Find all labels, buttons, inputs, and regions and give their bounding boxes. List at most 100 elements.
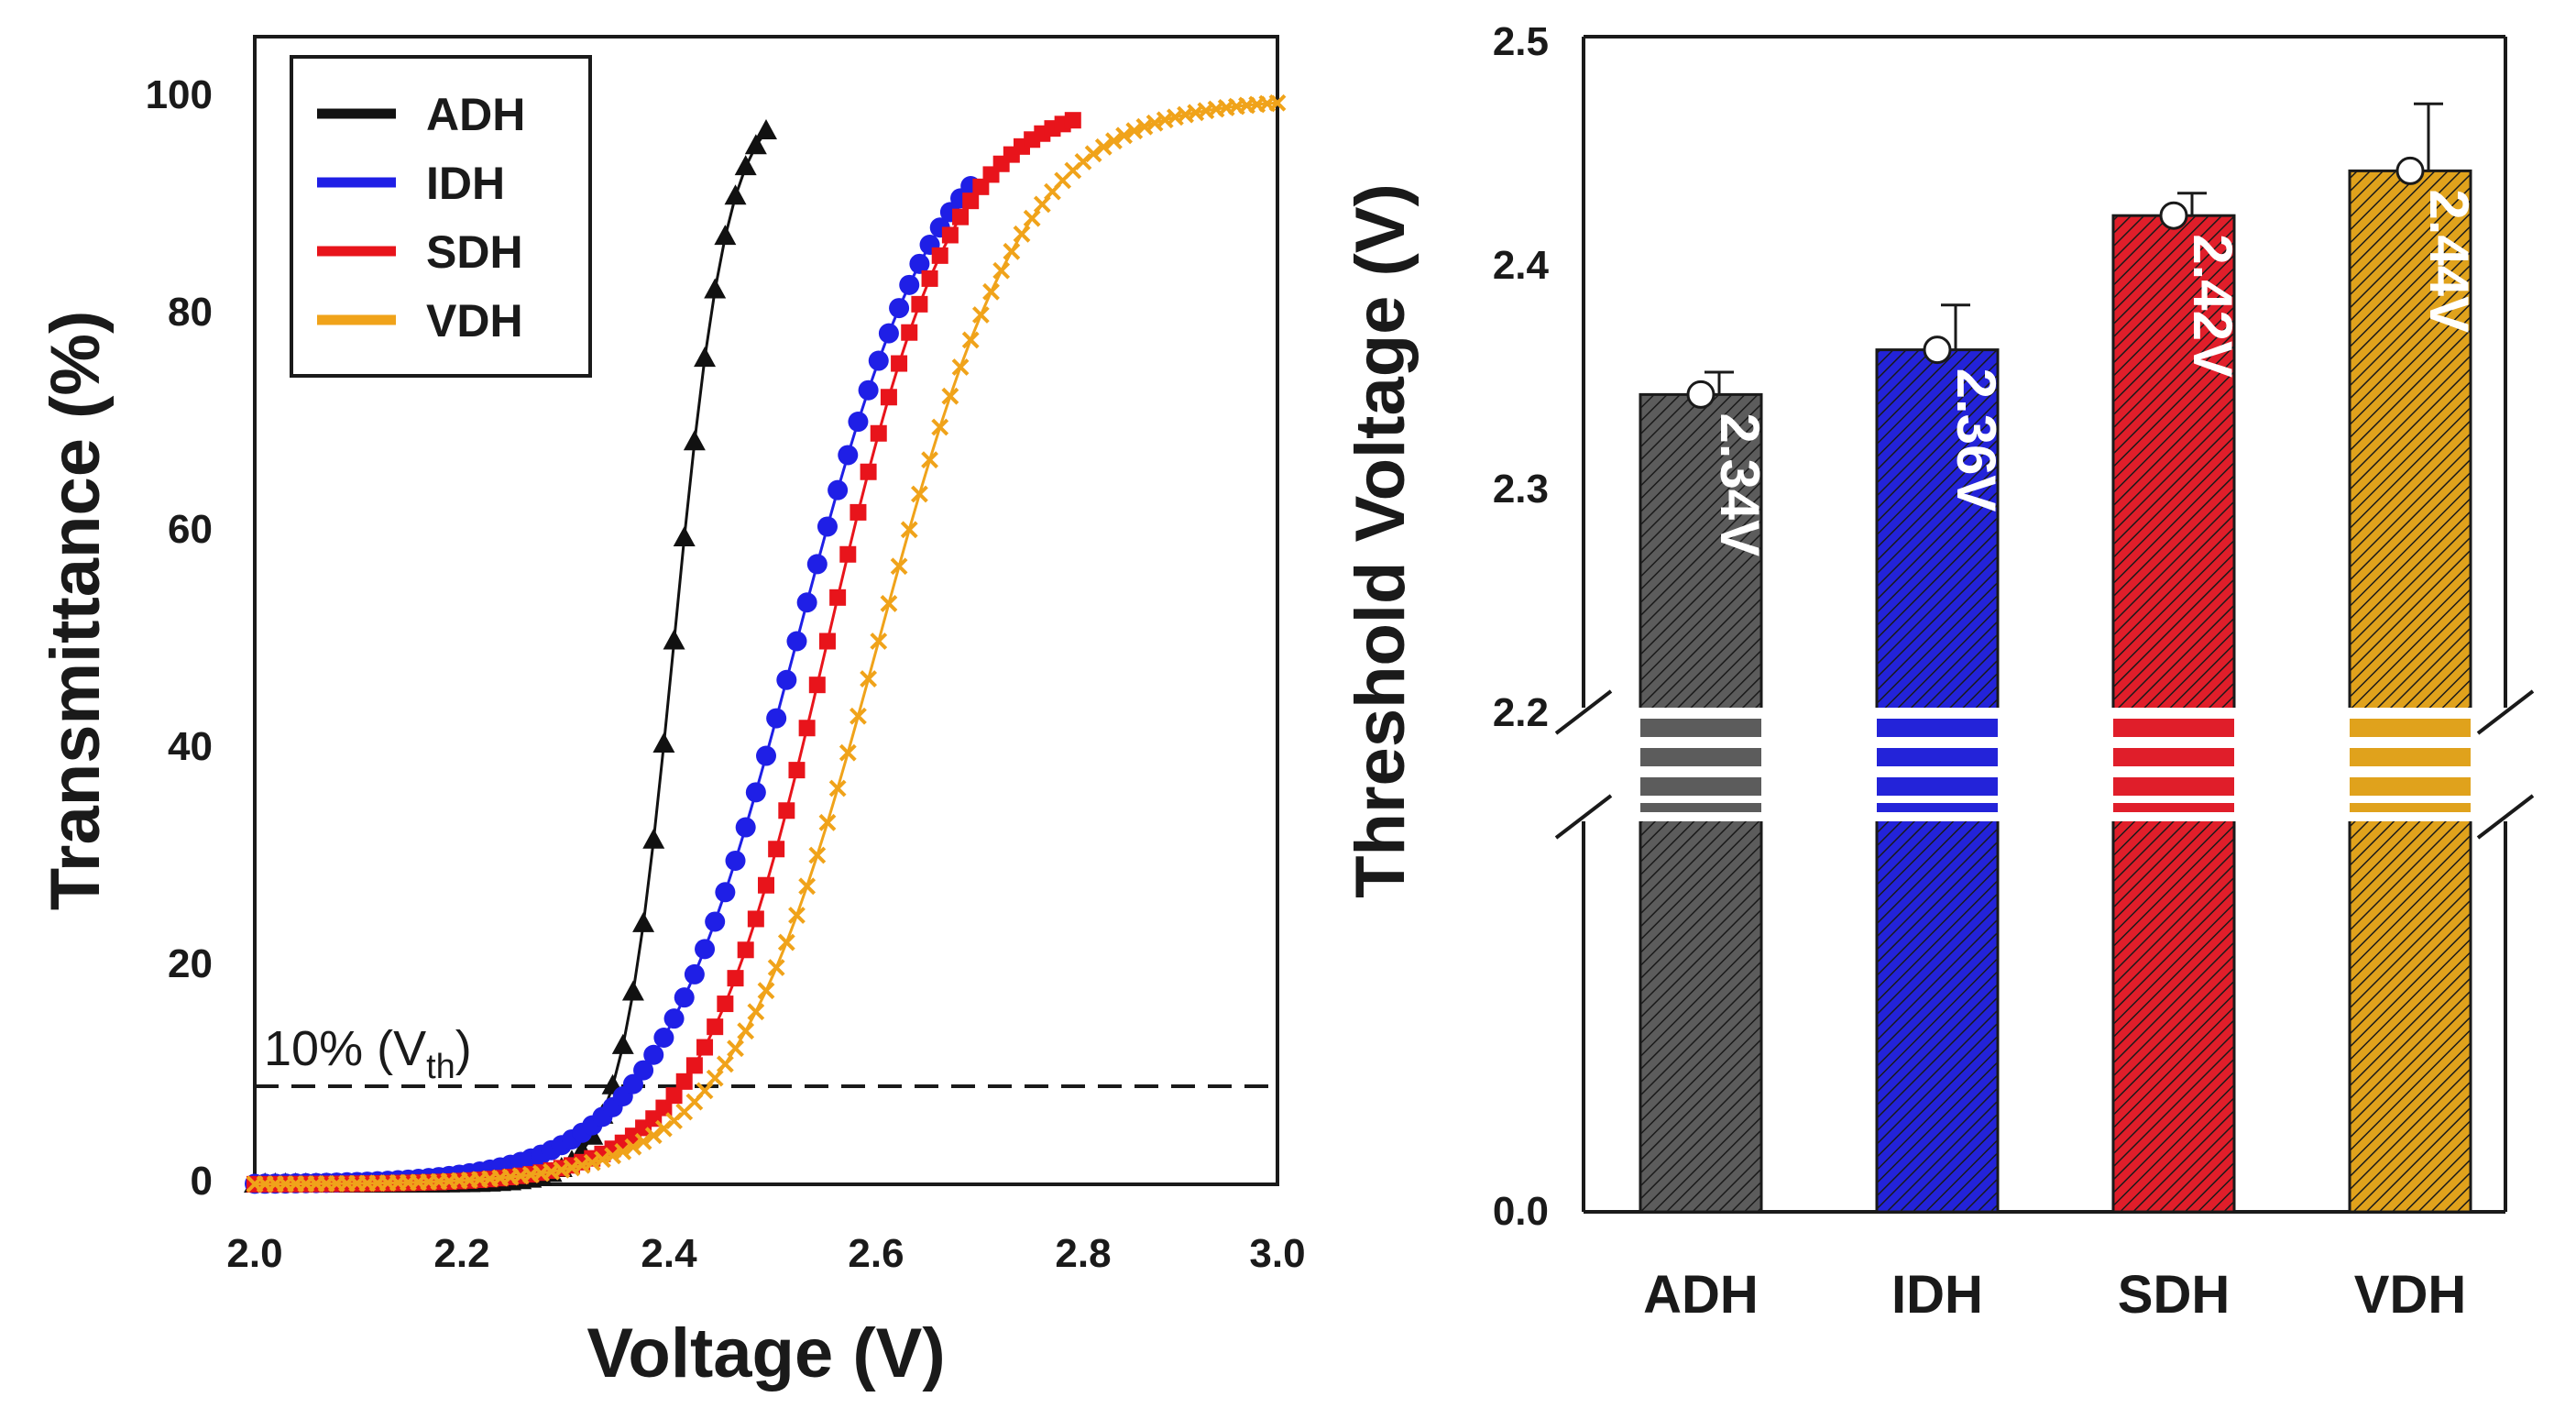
bar-break-stripe-idh — [1877, 803, 1998, 812]
data-point-vdh — [860, 670, 878, 688]
data-point-sdh — [839, 545, 857, 563]
category-label-vdh: VDH — [2354, 1265, 2466, 1325]
data-point-vdh — [777, 933, 795, 952]
bar-break-stripe-sdh — [2113, 748, 2234, 766]
data-point-idh — [838, 445, 859, 466]
data-point-idh — [745, 782, 766, 803]
data-point-vdh — [1003, 242, 1021, 260]
data-point-sdh — [778, 802, 795, 820]
data-point-idh — [715, 882, 736, 903]
data-point-idh — [695, 939, 716, 960]
axis-break-mark — [1554, 794, 1613, 840]
series-layer — [244, 94, 1287, 1194]
left-x-tick-label: 3.0 — [1249, 1231, 1305, 1276]
axis-break-mark — [1554, 689, 1613, 735]
bar-break-stripe-sdh — [2113, 719, 2234, 737]
data-point-vdh — [951, 358, 970, 376]
data-point-sdh — [696, 1039, 714, 1056]
bar-break-stripe-idh — [1877, 748, 1998, 766]
data-point-sdh — [818, 632, 836, 650]
data-point-sdh — [860, 463, 877, 480]
data-point-vdh — [870, 632, 888, 650]
data-point-sdh — [665, 1087, 683, 1105]
category-label-sdh: SDH — [2118, 1265, 2230, 1325]
left-x-tick-label: 2.2 — [433, 1231, 489, 1276]
bar-value-label-sdh: 2.42V — [2182, 234, 2243, 378]
data-point-idh — [889, 298, 910, 319]
data-point-vdh — [1145, 114, 1164, 132]
data-point-vdh — [900, 521, 918, 539]
axis-break-mark — [2476, 689, 2535, 735]
data-point-idh — [817, 516, 838, 537]
mean-marker-idh — [1923, 336, 1952, 365]
mean-marker-adh — [1686, 380, 1716, 409]
data-point-sdh — [737, 941, 754, 959]
bar-value-label-adh: 2.34V — [1709, 412, 1770, 556]
data-point-idh — [633, 1060, 654, 1081]
data-point-adh — [621, 980, 644, 1001]
data-point-vdh — [961, 331, 980, 349]
bar-layer: 2.34V 2.36V 2.42V 2.44V — [1639, 102, 2480, 1214]
legend-label-sdh: SDH — [426, 226, 523, 278]
data-point-idh — [828, 479, 849, 500]
data-point-idh — [796, 592, 817, 613]
data-point-sdh — [768, 841, 785, 858]
data-point-sdh — [891, 355, 908, 372]
data-point-sdh — [808, 676, 826, 694]
data-point-vdh — [624, 1138, 642, 1156]
transmittance-chart: 0 20 40 60 80 100 2.0 2.2 2.4 2.6 2.8 3.… — [37, 35, 1306, 1392]
left-y-tick-label: 80 — [168, 290, 213, 335]
data-point-vdh — [941, 387, 959, 405]
bar-break-stripe-adh — [1640, 803, 1761, 812]
data-point-idh — [858, 380, 879, 401]
data-point-vdh — [1094, 138, 1113, 156]
data-point-idh — [735, 817, 756, 838]
data-point-idh — [643, 1044, 664, 1065]
data-point-adh — [744, 134, 767, 155]
bar-value-label-idh: 2.36V — [1946, 368, 2007, 512]
data-point-sdh — [798, 720, 816, 737]
data-point-vdh — [839, 743, 857, 762]
data-point-adh — [632, 911, 655, 932]
data-point-adh — [683, 430, 706, 451]
data-point-vdh — [971, 306, 990, 324]
data-point-sdh — [931, 247, 948, 264]
data-point-sdh — [901, 324, 918, 341]
category-label-idh: IDH — [1891, 1265, 1983, 1325]
left-y-tick-label: 20 — [168, 941, 213, 986]
data-point-sdh — [717, 996, 734, 1013]
data-point-adh — [724, 184, 747, 205]
data-point-sdh — [921, 270, 938, 287]
annotation-subscript: th — [426, 1048, 455, 1086]
right-y-tick-label: 0.0 — [1493, 1189, 1549, 1234]
data-point-vdh — [594, 1150, 611, 1169]
data-point-idh — [806, 554, 828, 575]
data-point-idh — [725, 850, 746, 871]
data-point-vdh — [727, 1040, 744, 1058]
threshold-bar-chart: 0.0 2.2 2.3 2.4 2.5 Threshold Voltage (V… — [1342, 19, 2535, 1325]
data-point-adh — [652, 732, 675, 754]
mean-marker-vdh — [2395, 156, 2425, 185]
data-point-adh — [663, 629, 685, 650]
data-point-sdh — [1064, 112, 1081, 129]
bar-break-stripe-vdh — [2350, 719, 2471, 737]
legend-label-adh: ADH — [426, 89, 525, 140]
data-point-vdh — [1084, 145, 1102, 163]
data-point-sdh — [941, 226, 959, 244]
data-point-sdh — [727, 970, 744, 987]
data-point-adh — [642, 828, 665, 849]
bar-vdh — [2348, 169, 2472, 1214]
data-point-vdh — [634, 1132, 652, 1150]
left-y-tick-label: 40 — [168, 724, 213, 769]
bar-break-stripe-adh — [1640, 748, 1761, 766]
category-label-adh: ADH — [1643, 1265, 1759, 1325]
data-point-vdh — [1268, 94, 1287, 112]
data-point-vdh — [1013, 225, 1031, 243]
data-point-adh — [714, 225, 737, 246]
data-point-vdh — [788, 907, 806, 924]
data-point-idh — [899, 274, 920, 295]
data-point-vdh — [798, 877, 817, 896]
threshold-annotation: 10% (Vth) — [264, 1021, 472, 1086]
data-point-vdh — [767, 959, 785, 976]
data-point-vdh — [716, 1055, 734, 1073]
